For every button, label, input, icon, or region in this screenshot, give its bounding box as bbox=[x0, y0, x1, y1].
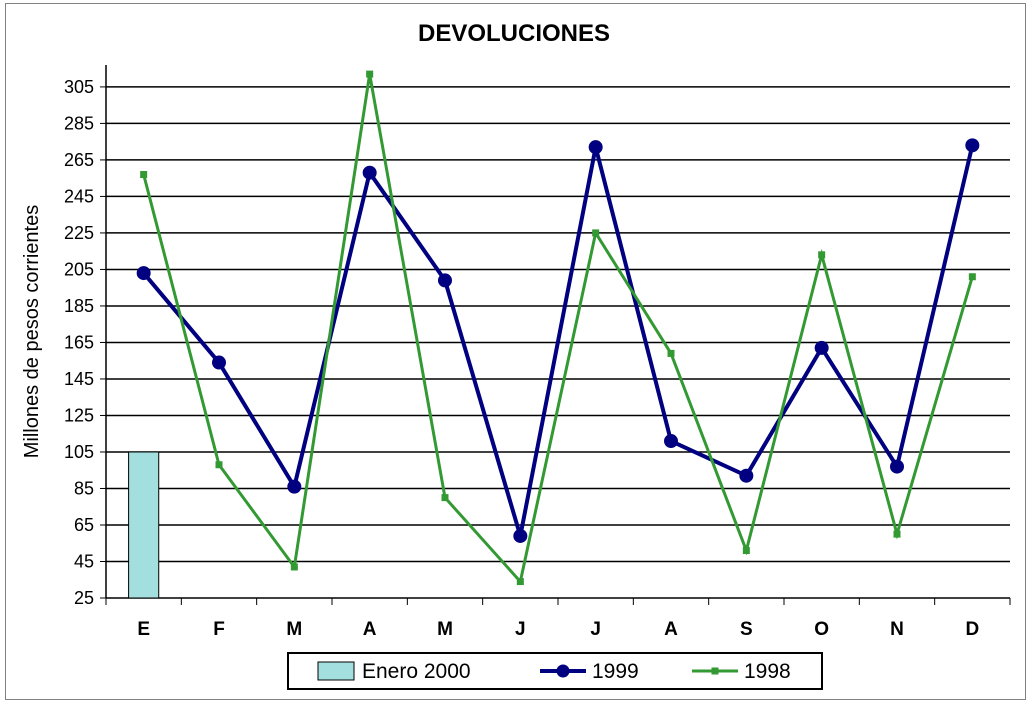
point-1999 bbox=[965, 138, 980, 153]
legend-label: Enero 2000 bbox=[362, 660, 471, 683]
point-1998 bbox=[592, 229, 600, 237]
legend-swatch-marker bbox=[711, 667, 719, 675]
point-1998 bbox=[290, 563, 298, 571]
chart-frame bbox=[5, 3, 1026, 700]
point-1999 bbox=[136, 266, 151, 281]
point-1998 bbox=[215, 461, 223, 469]
x-tick-label: M bbox=[437, 619, 453, 640]
series-line-1998 bbox=[142, 73, 974, 585]
point-1999 bbox=[362, 165, 377, 180]
x-tick-label: S bbox=[740, 619, 753, 640]
legend-swatch-marker bbox=[556, 664, 570, 678]
y-tick-label: 245 bbox=[64, 186, 94, 206]
x-tick-label: E bbox=[137, 619, 150, 640]
point-1998 bbox=[818, 251, 826, 259]
x-tick-label: J bbox=[515, 619, 526, 640]
y-tick-label: 285 bbox=[64, 113, 94, 133]
point-1999 bbox=[513, 528, 528, 543]
legend-label: 1998 bbox=[744, 660, 791, 683]
point-1998 bbox=[893, 530, 901, 538]
point-1999 bbox=[739, 468, 754, 483]
x-tick-label: N bbox=[890, 619, 904, 640]
point-1998 bbox=[742, 547, 750, 555]
point-1999 bbox=[664, 434, 678, 449]
x-tick-label: D bbox=[965, 619, 979, 640]
point-1999 bbox=[890, 459, 904, 474]
y-tick-label: 125 bbox=[64, 405, 94, 425]
point-1998 bbox=[441, 494, 449, 502]
y-tick-label: 105 bbox=[64, 442, 94, 462]
y-tick-label: 45 bbox=[74, 551, 94, 571]
y-tick-label: 305 bbox=[64, 77, 94, 97]
point-1999 bbox=[588, 140, 603, 155]
point-1998 bbox=[366, 70, 374, 78]
legend-swatch-bar bbox=[317, 661, 355, 681]
y-tick-label: 205 bbox=[64, 259, 94, 279]
bar-enero-2000 bbox=[128, 451, 160, 599]
x-tick-label: M bbox=[286, 619, 302, 640]
y-tick-label: 185 bbox=[64, 296, 94, 316]
y-tick-label: 165 bbox=[64, 332, 94, 352]
y-tick-label: 25 bbox=[74, 588, 94, 608]
y-tick-label: 265 bbox=[64, 150, 94, 170]
series-line-1999 bbox=[142, 144, 975, 537]
point-1999 bbox=[814, 340, 829, 355]
y-tick-label: 225 bbox=[64, 223, 94, 243]
x-tick-label: A bbox=[363, 619, 377, 640]
point-1998 bbox=[516, 578, 524, 586]
x-tick-label: J bbox=[590, 619, 601, 640]
chart-title: DEVOLUCIONES bbox=[418, 20, 610, 47]
y-tick-label: 65 bbox=[74, 515, 94, 535]
point-1998 bbox=[140, 171, 148, 179]
point-1998 bbox=[667, 349, 675, 357]
point-1998 bbox=[968, 273, 976, 281]
point-1999 bbox=[287, 479, 302, 494]
x-tick-label: F bbox=[213, 619, 225, 640]
y-axis-label: Millones de pesos corrientes bbox=[21, 205, 43, 458]
point-1999 bbox=[212, 355, 226, 370]
x-tick-label: O bbox=[814, 619, 829, 640]
legend-label: 1999 bbox=[592, 660, 639, 683]
y-tick-label: 145 bbox=[64, 369, 94, 389]
x-tick-label: A bbox=[664, 619, 678, 640]
point-1999 bbox=[438, 273, 452, 288]
y-tick-label: 85 bbox=[74, 478, 94, 498]
